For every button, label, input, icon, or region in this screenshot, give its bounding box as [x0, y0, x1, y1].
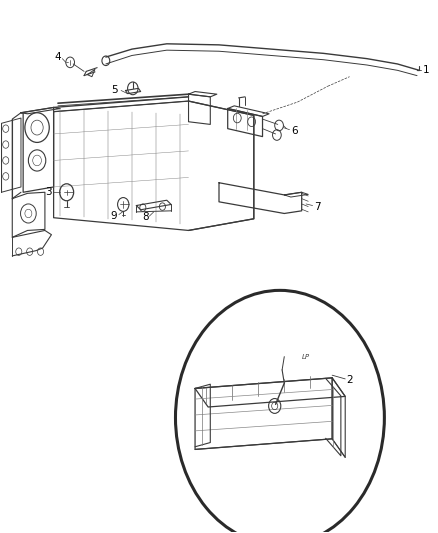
Text: 9: 9 — [110, 211, 117, 221]
Text: 6: 6 — [291, 126, 297, 136]
Text: LP: LP — [302, 353, 310, 360]
Circle shape — [176, 290, 385, 533]
Text: 5: 5 — [111, 85, 117, 95]
Text: 7: 7 — [314, 201, 321, 212]
Text: 2: 2 — [346, 375, 353, 385]
Text: 1: 1 — [423, 66, 429, 75]
Text: 3: 3 — [45, 187, 51, 197]
Text: 4: 4 — [55, 52, 61, 61]
Text: 8: 8 — [142, 212, 148, 222]
